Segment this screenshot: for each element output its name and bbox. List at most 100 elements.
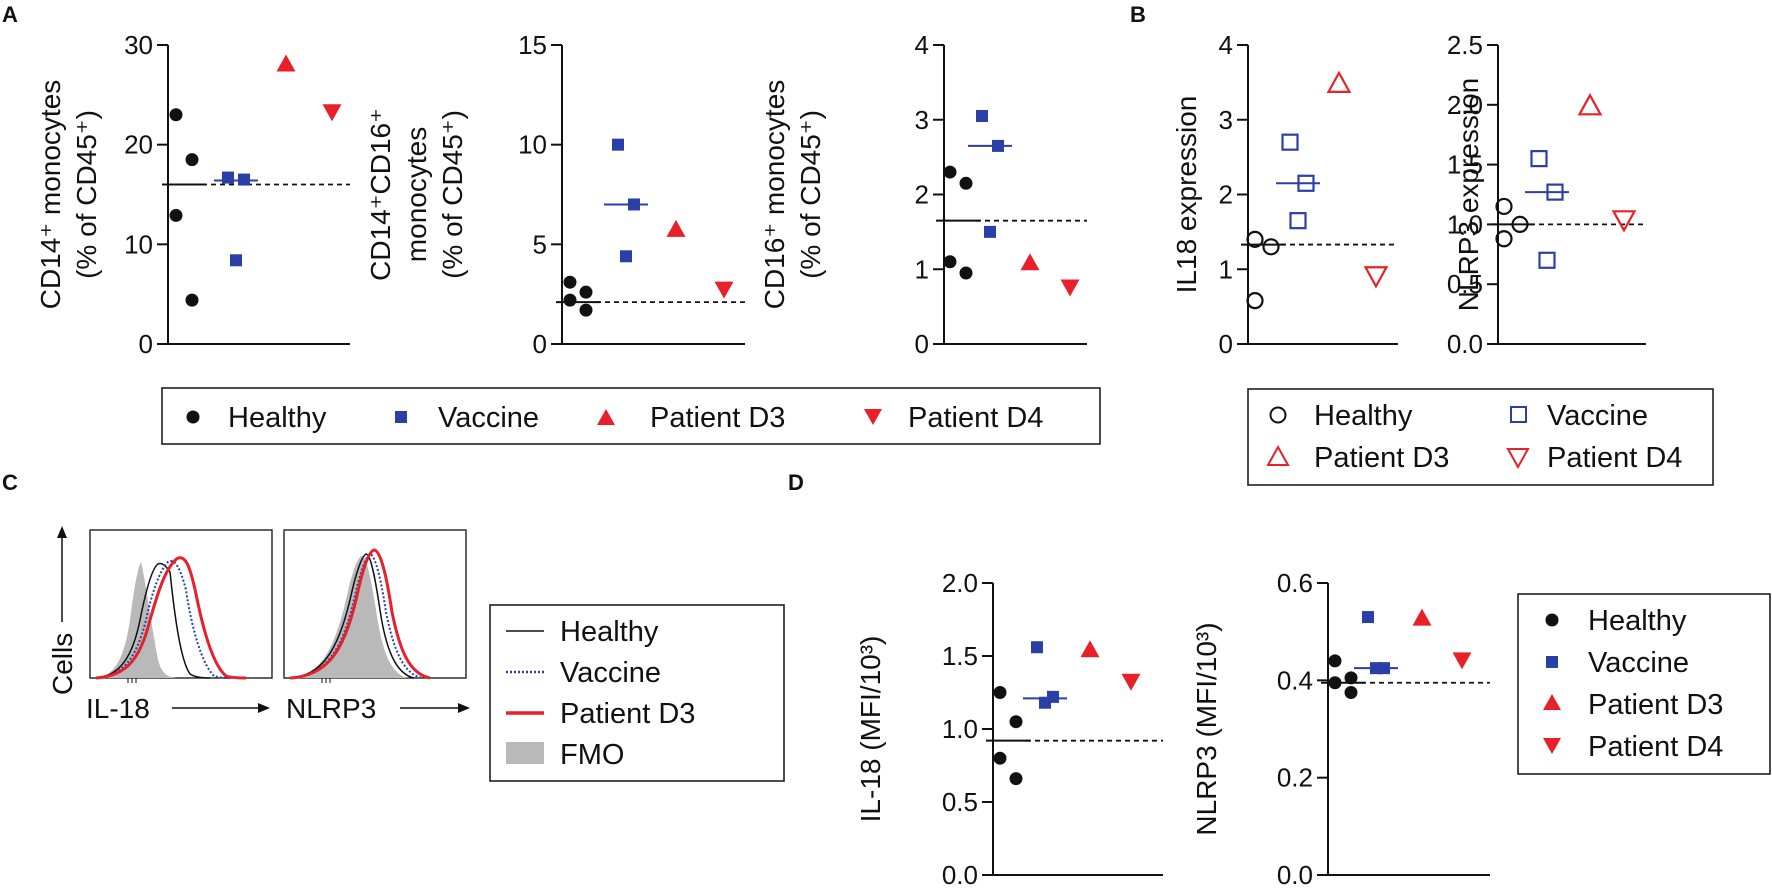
legend-d-vaccine: Vaccine bbox=[1588, 647, 1689, 679]
y-tick-label: 2.5 bbox=[1447, 30, 1483, 60]
histogram-il18-frame bbox=[89, 529, 273, 679]
histogram-il18-fmo bbox=[96, 562, 178, 678]
point-vaccine bbox=[1538, 251, 1556, 269]
histogram-panel: Cells IL-18 NLRP3 bbox=[47, 526, 470, 724]
y-tick-label: 10 bbox=[124, 229, 153, 259]
chart-cd14-monocytes: 0 10 20 30 CD14⁺ monocytes (% of CD45⁺) bbox=[35, 30, 350, 359]
point-healthy bbox=[1262, 238, 1280, 256]
chart-il18-expression: 0 1 2 3 4 IL18 expression bbox=[1171, 30, 1398, 359]
point-healthy bbox=[943, 165, 957, 179]
point-vaccine bbox=[1370, 662, 1382, 675]
point-vaccine bbox=[1297, 174, 1315, 192]
y-tick-label: 2.0 bbox=[942, 568, 978, 598]
legend-d-d4-marker bbox=[1543, 738, 1561, 754]
point-healthy bbox=[1246, 292, 1264, 310]
y-tick-label: 2 bbox=[915, 180, 929, 210]
point-vaccine bbox=[1031, 641, 1043, 654]
y-tick-label: 2 bbox=[1219, 180, 1233, 210]
point-healthy bbox=[1495, 230, 1513, 248]
point-patient-d4 bbox=[1121, 673, 1141, 691]
point-patient-d4 bbox=[1363, 266, 1389, 289]
point-vaccine bbox=[230, 254, 242, 267]
legend-b-d3: Patient D3 bbox=[1314, 442, 1449, 474]
point-healthy bbox=[993, 751, 1007, 765]
legend-c-fmo-swatch bbox=[506, 742, 544, 764]
chart-nlrp3-expression: 0.0 0.5 1.0 1.5 2.0 2.5 NLRP3 expression bbox=[1447, 30, 1646, 359]
histogram-xlabel-il18: IL-18 bbox=[86, 693, 150, 724]
legend-b-d4: Patient D4 bbox=[1547, 442, 1682, 474]
legend-b-healthy: Healthy bbox=[1314, 400, 1413, 432]
legend-c-healthy: Healthy bbox=[560, 616, 659, 648]
panel-label-a: A bbox=[2, 2, 18, 27]
legend-d-healthy: Healthy bbox=[1588, 605, 1687, 637]
point-healthy bbox=[1344, 686, 1358, 699]
point-patient-d3 bbox=[1080, 640, 1100, 658]
y-axis-label: IL18 expression bbox=[1171, 96, 1202, 294]
legend-a-healthy: Healthy bbox=[228, 402, 327, 434]
y-tick-label: 1.0 bbox=[942, 714, 978, 744]
point-vaccine bbox=[620, 250, 632, 263]
y-tick-label: 0.0 bbox=[942, 860, 978, 890]
point-vaccine bbox=[1530, 150, 1548, 168]
legend-b: Healthy Vaccine Patient D3 Patient D4 bbox=[1247, 388, 1714, 486]
arrow-right-icon bbox=[258, 703, 270, 713]
legend-b-healthy-marker bbox=[1269, 406, 1287, 424]
y-tick-label: 0.0 bbox=[1277, 860, 1313, 890]
point-healthy bbox=[959, 266, 973, 280]
point-vaccine bbox=[1039, 696, 1051, 709]
point-vaccine bbox=[222, 171, 234, 184]
y-tick-label: 0 bbox=[139, 329, 153, 359]
point-healthy bbox=[943, 255, 957, 269]
y-tick-label: 0 bbox=[1219, 329, 1233, 359]
point-vaccine bbox=[1281, 133, 1299, 151]
histogram-il18-vaccine bbox=[95, 560, 233, 679]
y-axis-label: CD16⁺ monocytes bbox=[759, 80, 790, 310]
histogram-nlrp3-fmo bbox=[290, 556, 408, 678]
legend-a-vaccine: Vaccine bbox=[438, 402, 539, 434]
point-healthy bbox=[169, 208, 183, 222]
point-healthy bbox=[169, 108, 183, 122]
panel-label-d: D bbox=[788, 470, 804, 495]
legend-d-healthy-marker bbox=[1545, 613, 1559, 627]
panel-label-c: C bbox=[2, 470, 18, 495]
y-tick-label: 0.4 bbox=[1277, 665, 1313, 695]
point-patient-d4 bbox=[1060, 279, 1080, 297]
point-healthy bbox=[579, 303, 593, 317]
y-tick-label: 0.6 bbox=[1277, 568, 1313, 598]
y-axis-label: (% of CD45⁺) bbox=[71, 110, 102, 279]
y-axis-label: NLRP3 expression bbox=[1453, 78, 1484, 311]
point-healthy bbox=[1009, 715, 1023, 729]
y-axis-label: IL-18 (MFI/10³) bbox=[855, 636, 886, 823]
y-tick-label: 10 bbox=[518, 130, 547, 160]
y-axis-label: (% of CD45⁺) bbox=[437, 110, 468, 279]
legend-d-d4: Patient D4 bbox=[1588, 731, 1723, 763]
point-healthy bbox=[1344, 671, 1358, 685]
legend-a-healthy-marker bbox=[186, 410, 200, 424]
legend-c: Healthy Vaccine Patient D3 FMO bbox=[489, 604, 785, 782]
histogram-ylabel: Cells bbox=[47, 633, 78, 695]
y-tick-label: 20 bbox=[124, 130, 153, 160]
point-patient-d3 bbox=[1577, 93, 1603, 116]
y-axis-label: CD14⁺ monocytes bbox=[35, 80, 66, 310]
legend-b-vaccine: Vaccine bbox=[1547, 400, 1648, 432]
chart-il18-mfi: 0.0 0.5 1.0 1.5 2.0 IL-18 (MFI/10³) bbox=[855, 568, 1163, 890]
y-tick-label: 2.0 bbox=[1447, 90, 1483, 120]
point-patient-d3 bbox=[1412, 608, 1432, 626]
point-healthy bbox=[185, 153, 199, 167]
point-healthy bbox=[563, 293, 577, 307]
y-axis-label: monocytes bbox=[401, 127, 432, 262]
point-healthy bbox=[959, 176, 973, 190]
y-tick-label: 4 bbox=[1219, 30, 1233, 60]
point-patient-d3 bbox=[276, 54, 296, 72]
y-axis-label: NLRP3 (MFI/10³) bbox=[1191, 622, 1222, 835]
legend-a-d4-marker bbox=[864, 409, 882, 425]
point-healthy bbox=[579, 285, 593, 299]
point-vaccine bbox=[976, 110, 988, 123]
legend-d-d3-marker bbox=[1543, 694, 1561, 710]
legend-c-fmo: FMO bbox=[560, 739, 624, 771]
legend-b-d4-marker bbox=[1506, 448, 1530, 470]
y-tick-label: 1 bbox=[1219, 254, 1233, 284]
y-tick-label: 0.5 bbox=[942, 787, 978, 817]
chart-cd14-cd16-monocytes: 0 5 10 15 CD14⁺CD16⁺ monocytes (% of CD45⁺) bbox=[365, 30, 745, 359]
